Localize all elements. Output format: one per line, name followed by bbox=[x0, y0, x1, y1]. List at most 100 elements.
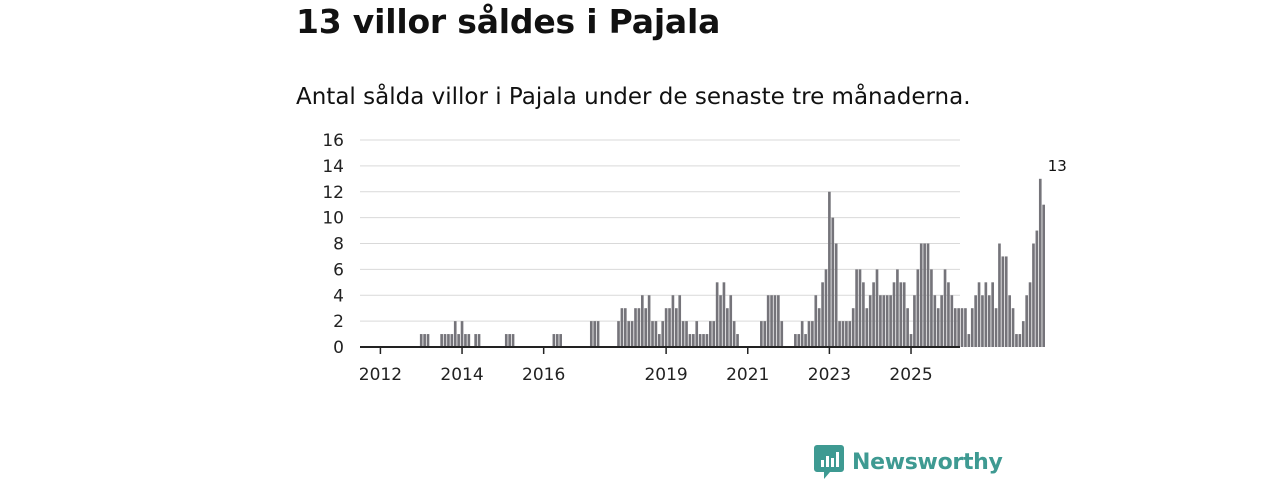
bar bbox=[998, 243, 1001, 347]
bar bbox=[872, 282, 875, 347]
bar bbox=[504, 334, 508, 347]
y-axis: 0 2 4 6 8 10 12 14 16 bbox=[322, 131, 344, 358]
bar bbox=[943, 269, 947, 348]
bar bbox=[627, 321, 631, 348]
bar bbox=[902, 282, 906, 347]
bar bbox=[443, 334, 447, 347]
bar bbox=[736, 334, 739, 347]
bar bbox=[698, 334, 702, 347]
bar bbox=[780, 321, 784, 348]
bar bbox=[970, 308, 974, 347]
bar bbox=[794, 334, 797, 347]
bar bbox=[865, 308, 869, 347]
bar bbox=[950, 295, 954, 347]
bar bbox=[926, 243, 930, 347]
bar bbox=[1025, 295, 1028, 347]
newsworthy-logo-text: Newsworthy bbox=[852, 449, 1003, 475]
bar bbox=[664, 308, 668, 347]
bar bbox=[1042, 204, 1045, 347]
bar bbox=[882, 295, 886, 347]
bar bbox=[817, 308, 821, 347]
bar bbox=[552, 334, 556, 347]
bar bbox=[555, 334, 559, 347]
newsworthy-logo: Newsworthy bbox=[814, 445, 1003, 479]
bar bbox=[657, 334, 661, 347]
x-tick-label: 2012 bbox=[359, 365, 402, 385]
bar bbox=[1018, 334, 1022, 347]
bar bbox=[906, 308, 909, 347]
bar bbox=[681, 321, 685, 348]
bar bbox=[773, 295, 777, 347]
x-axis: 2012 2014 2016 2019 2021 2023 2025 bbox=[359, 346, 960, 385]
bar bbox=[947, 282, 950, 347]
bar bbox=[845, 321, 848, 348]
bar bbox=[841, 321, 845, 348]
bar bbox=[589, 321, 593, 348]
bar bbox=[705, 334, 709, 347]
bar bbox=[419, 334, 423, 347]
bar-series bbox=[419, 178, 1045, 348]
y-tick-label: 4 bbox=[333, 286, 344, 306]
bar bbox=[838, 321, 841, 348]
bar bbox=[637, 308, 641, 347]
bar bbox=[967, 334, 971, 347]
bar bbox=[930, 269, 933, 348]
bar bbox=[651, 321, 654, 348]
y-tick-label: 16 bbox=[322, 131, 344, 151]
bar bbox=[709, 321, 712, 348]
y-tick-label: 2 bbox=[333, 312, 344, 332]
bar bbox=[892, 282, 896, 347]
bar bbox=[508, 334, 511, 347]
bar bbox=[964, 308, 967, 347]
bar bbox=[953, 308, 957, 347]
bar bbox=[834, 243, 838, 347]
bar bbox=[828, 191, 831, 347]
bar bbox=[936, 308, 940, 347]
bar bbox=[729, 295, 733, 347]
bar bbox=[453, 321, 457, 348]
bar bbox=[766, 295, 770, 347]
bar bbox=[732, 321, 736, 348]
bar bbox=[440, 334, 443, 347]
x-tick-label: 2025 bbox=[889, 365, 932, 385]
bar bbox=[851, 308, 855, 347]
bar bbox=[896, 269, 899, 348]
bar bbox=[477, 334, 481, 347]
bar bbox=[960, 308, 964, 347]
bar bbox=[634, 308, 637, 347]
bar bbox=[620, 308, 624, 347]
bar bbox=[617, 321, 620, 348]
bar bbox=[1021, 321, 1025, 348]
bar bbox=[814, 295, 818, 347]
bar bbox=[695, 321, 699, 348]
bar bbox=[460, 321, 464, 348]
bar bbox=[831, 217, 835, 348]
bar bbox=[981, 295, 984, 347]
bar bbox=[916, 269, 920, 348]
bar bbox=[1008, 295, 1011, 347]
x-tick-label: 2023 bbox=[808, 365, 851, 385]
x-tick-label: 2014 bbox=[440, 365, 483, 385]
bar bbox=[447, 334, 450, 347]
bar bbox=[760, 321, 763, 348]
y-tick-label: 6 bbox=[333, 260, 344, 280]
y-tick-label: 10 bbox=[322, 209, 344, 229]
bar bbox=[879, 295, 882, 347]
bar bbox=[875, 269, 879, 348]
bar bbox=[848, 321, 852, 348]
bar bbox=[909, 334, 913, 347]
bar bbox=[797, 334, 801, 347]
bar bbox=[596, 321, 600, 348]
bar bbox=[702, 334, 705, 347]
bar bbox=[770, 295, 773, 347]
bar bbox=[807, 321, 811, 348]
bar bbox=[719, 295, 722, 347]
bar bbox=[994, 308, 998, 347]
bar bbox=[957, 308, 960, 347]
bar bbox=[593, 321, 597, 348]
bar bbox=[763, 321, 767, 348]
bar bbox=[858, 269, 862, 348]
bar bbox=[977, 282, 981, 347]
bar bbox=[464, 334, 467, 347]
bar bbox=[457, 334, 460, 347]
